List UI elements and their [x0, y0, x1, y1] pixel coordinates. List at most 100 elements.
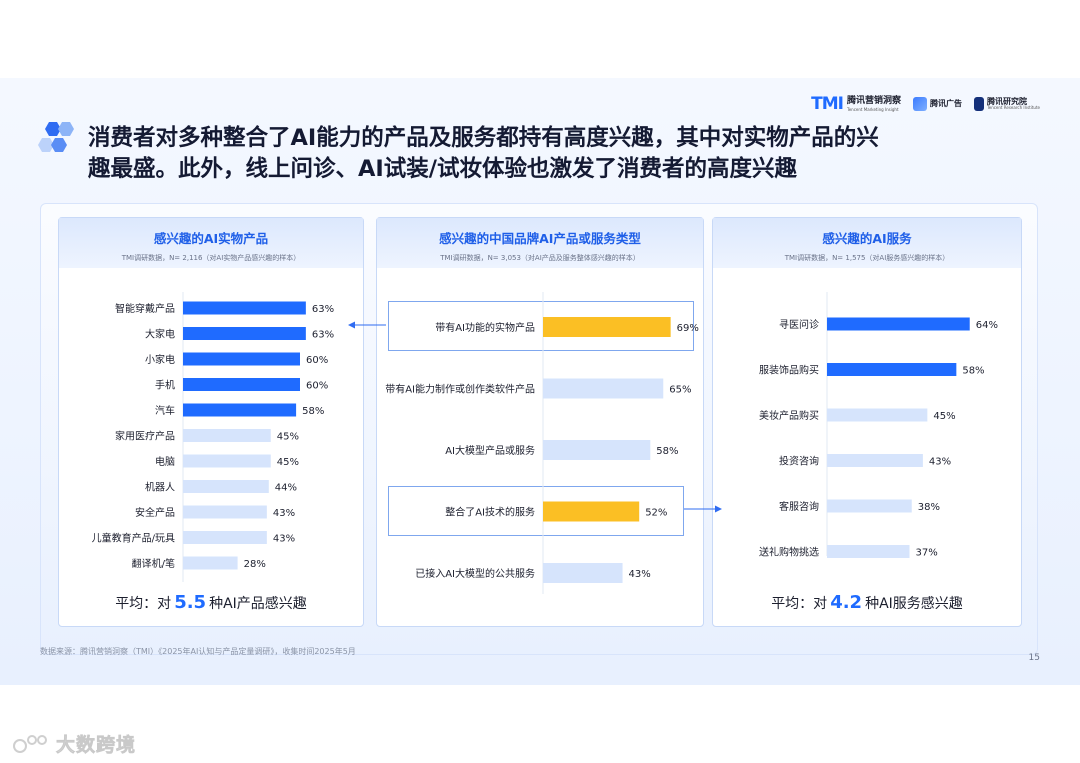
bar — [543, 563, 623, 583]
avg-suffix: 种AI服务感兴趣 — [865, 596, 963, 612]
bar — [183, 454, 271, 468]
panel-note: TMI调研数据，N= 2,116（对AI实物产品感兴趣的样本） — [121, 254, 301, 262]
page-title: 消费者对多种整合了AI能力的产品及服务都持有高度兴趣，其中对实物产品的兴 趣最盛… — [88, 123, 1048, 185]
panel-ai-services: 感兴趣的AI服务 TMI调研数据，N= 1,575（对AI服务感兴趣的样本） 寻… — [712, 217, 1022, 627]
bar — [827, 363, 957, 376]
value-label: 69% — [677, 323, 699, 334]
panel-title: 感兴趣的AI实物产品 — [153, 231, 269, 246]
bar — [827, 317, 970, 331]
panel-ai-physical-products: 感兴趣的AI实物产品 TMI调研数据，N= 2,116（对AI实物产品感兴趣的样… — [58, 217, 364, 627]
bar — [183, 301, 306, 315]
bar — [827, 499, 912, 513]
category-label: 儿童教育产品/玩具 — [92, 532, 175, 545]
value-label: 43% — [273, 508, 295, 519]
panel-ai-product-types: 感兴趣的中国品牌AI产品或服务类型 TMI调研数据，N= 3,053（对AI产品… — [376, 217, 704, 627]
category-label: 手机 — [155, 379, 175, 392]
title-line-2: 趣最盛。此外，线上问诊、AI试装/试妆体验也激发了消费者的高度兴趣 — [88, 156, 798, 182]
bar — [543, 317, 671, 337]
category-label: AI大模型产品或服务 — [445, 444, 535, 457]
tencent-research-mark-icon — [973, 97, 984, 111]
value-label: 64% — [976, 320, 998, 331]
category-label: 智能穿戴产品 — [115, 302, 175, 315]
watermark: 大数跨境 — [12, 730, 136, 757]
tmi-logo: TMI 腾讯营销洞察 Tencent Marketing Insight — [811, 94, 901, 114]
category-label: 服装饰品购买 — [759, 364, 819, 377]
value-label: 43% — [629, 569, 651, 580]
value-label: 58% — [656, 446, 678, 457]
category-label: 已接入AI大模型的公共服务 — [415, 567, 535, 580]
tmi-name: 腾讯营销洞察 — [846, 95, 901, 106]
tencent-research-name: 腾讯研究院 — [986, 96, 1027, 106]
tencent-research-logo: 腾讯研究院 Tencent Research Institute — [973, 96, 1040, 111]
value-label: 65% — [669, 385, 691, 396]
category-label: 电脑 — [155, 455, 175, 468]
value-label: 58% — [302, 406, 324, 417]
bar — [827, 545, 910, 558]
value-label: 45% — [277, 457, 299, 468]
category-label: 寻医问诊 — [779, 318, 819, 331]
bar — [183, 403, 297, 417]
avg-prefix: 平均：对 — [115, 596, 172, 612]
tencent-ads-name: 腾讯广告 — [929, 99, 962, 108]
value-label: 60% — [306, 381, 328, 392]
category-label: 美妆产品购买 — [759, 409, 819, 422]
value-label: 63% — [312, 330, 334, 341]
bar — [183, 378, 300, 391]
value-label: 45% — [277, 432, 299, 443]
hexagon-cluster-icon — [38, 122, 74, 152]
value-label: 44% — [275, 483, 297, 494]
bar — [183, 505, 267, 519]
tmi-mark: TMI — [811, 94, 844, 114]
category-label: 整合了AI技术的服务 — [445, 506, 535, 519]
category-label: 送礼购物挑选 — [759, 546, 819, 559]
category-label: 家用医疗产品 — [115, 430, 175, 443]
category-label: 小家电 — [145, 353, 175, 366]
value-label: 37% — [916, 548, 938, 559]
value-label: 43% — [929, 457, 951, 468]
average-summary: 平均：对 4.2 种AI服务感兴趣 — [713, 592, 1021, 613]
category-label: 投资咨询 — [779, 455, 819, 468]
value-label: 52% — [645, 508, 667, 519]
watermark-text: 大数跨境 — [56, 734, 137, 757]
average-summary: 平均：对 5.5 种AI产品感兴趣 — [59, 592, 363, 613]
value-label: 43% — [273, 534, 295, 545]
panel-title: 感兴趣的AI服务 — [822, 231, 912, 246]
bar-chart-services: 寻医问诊 64% 服装饰品购买 58% 美妆产品购买 45% 投资咨询 43% 客服咨询 38% 送… — [759, 292, 998, 559]
watermark-logo-icon — [13, 734, 47, 753]
value-label: 58% — [962, 366, 984, 377]
bar-chart-product-types: 带有AI功能的实物产品 69% 带有AI能力制作或创作类软件产品 65% AI大模型产品… — [385, 292, 699, 594]
bar — [183, 531, 267, 544]
page-number: 15 — [1028, 653, 1040, 663]
value-label: 45% — [933, 411, 955, 422]
bar — [183, 352, 300, 366]
bar — [183, 480, 269, 493]
value-label: 63% — [312, 304, 334, 315]
category-label: 带有AI功能的实物产品 — [435, 321, 535, 334]
category-label: 客服咨询 — [779, 500, 819, 513]
slide: TMI 腾讯营销洞察 Tencent Marketing Insight 腾讯广… — [0, 78, 1080, 685]
bar — [183, 556, 238, 570]
category-label: 安全产品 — [135, 506, 175, 519]
tmi-sub: Tencent Marketing Insight — [846, 106, 899, 112]
panel-note: TMI调研数据，N= 1,575（对AI服务感兴趣的样本） — [784, 254, 950, 262]
panel-note: TMI调研数据，N= 3,053（对AI产品及服务整体感兴趣的样本） — [440, 254, 640, 262]
brand-logos: TMI 腾讯营销洞察 Tencent Marketing Insight 腾讯广… — [811, 92, 1040, 116]
avg-value: 5.5 — [174, 592, 207, 613]
category-label: 带有AI能力制作或创作类软件产品 — [385, 383, 535, 396]
bar-chart-physical-products: 智能穿戴产品 63% 大家电 63% 小家电 60% 手机 60% 汽车 58% 家用医疗产品 45%… — [92, 292, 334, 582]
tencent-research-sub: Tencent Research Institute — [986, 104, 1040, 110]
bar — [183, 327, 306, 340]
title-line-1: 消费者对多种整合了AI能力的产品及服务都持有高度兴趣，其中对实物产品的兴 — [88, 125, 879, 151]
value-label: 60% — [306, 355, 328, 366]
bar — [183, 429, 271, 442]
avg-value: 4.2 — [830, 592, 863, 613]
category-label: 翻译机/笔 — [132, 557, 175, 570]
category-label: 汽车 — [155, 404, 175, 417]
value-label: 28% — [244, 559, 266, 570]
tencent-ads-logo: 腾讯广告 — [912, 97, 962, 111]
bar — [827, 454, 923, 467]
bar — [543, 378, 664, 399]
panel-title: 感兴趣的中国品牌AI产品或服务类型 — [439, 231, 641, 246]
bar — [543, 501, 640, 522]
avg-prefix: 平均：对 — [771, 596, 828, 612]
